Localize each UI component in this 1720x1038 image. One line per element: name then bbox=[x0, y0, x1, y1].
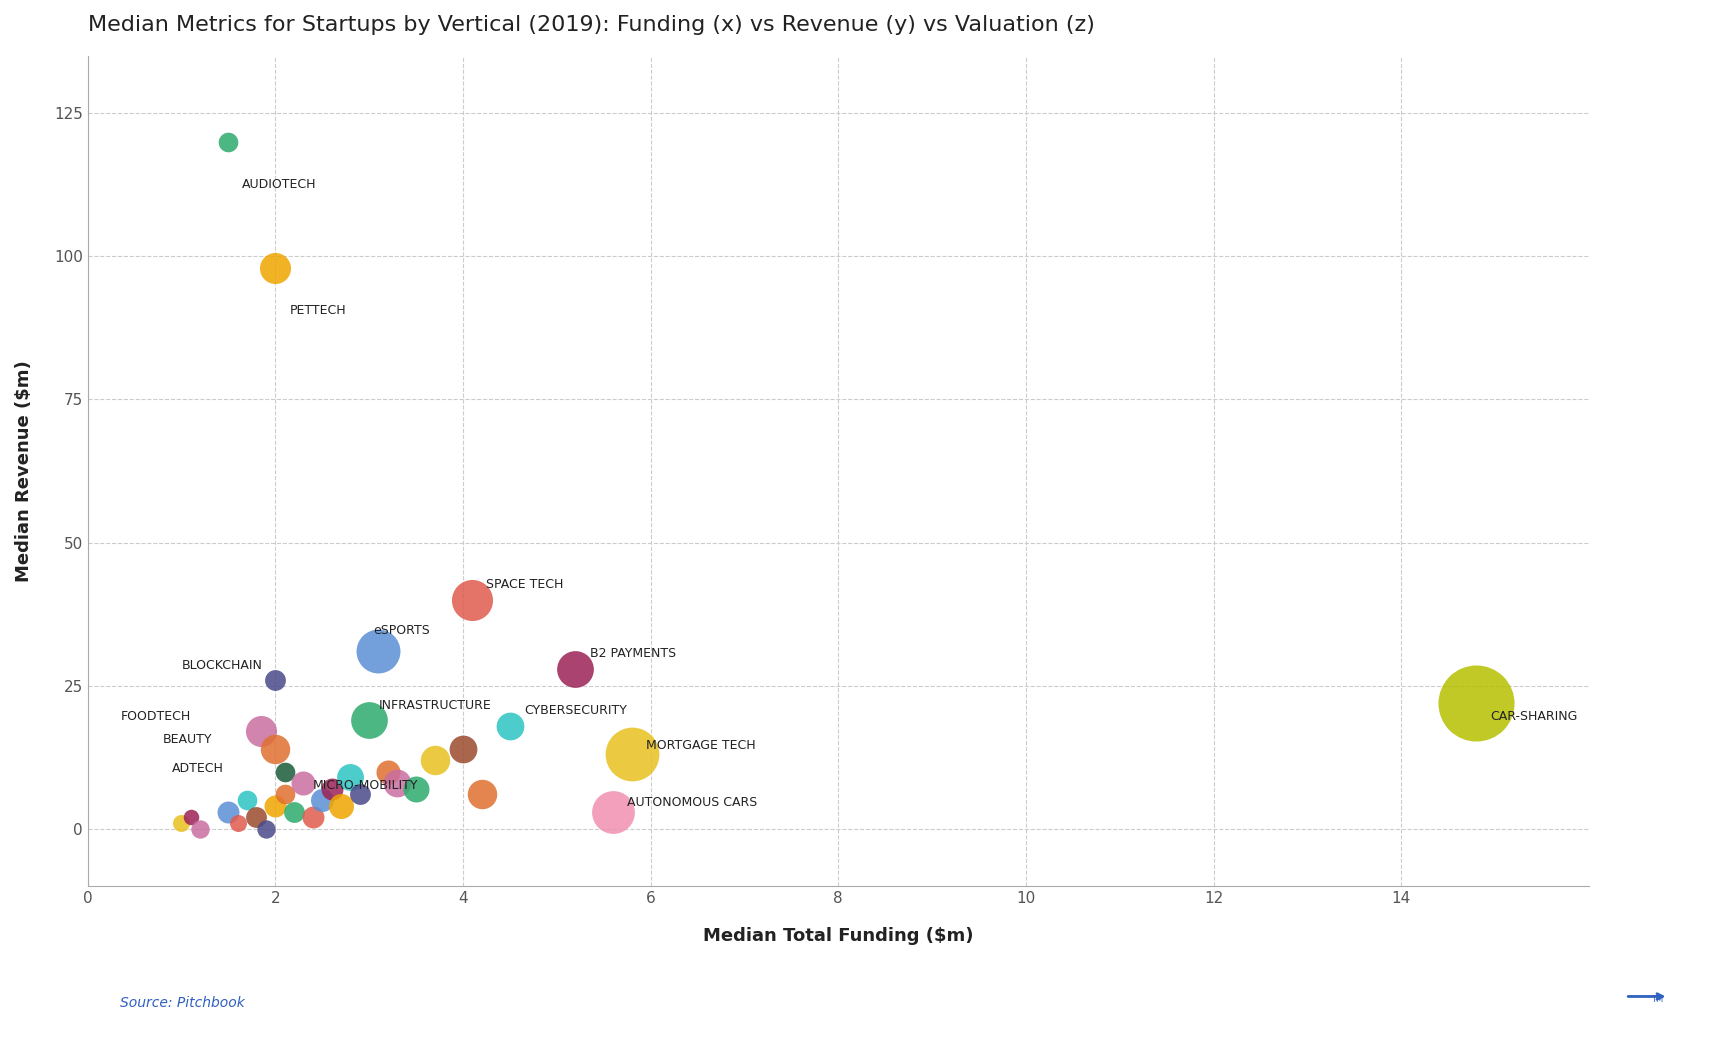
Text: Source: Pitchbook: Source: Pitchbook bbox=[120, 995, 246, 1010]
Point bbox=[270, 763, 298, 780]
Point bbox=[1462, 694, 1490, 711]
Point bbox=[365, 644, 392, 660]
Text: Median Metrics for Startups by Vertical (2019): Funding (x) vs Revenue (y) vs Va: Median Metrics for Startups by Vertical … bbox=[88, 15, 1094, 35]
Text: BLOCKCHAIN: BLOCKCHAIN bbox=[181, 658, 261, 672]
Point bbox=[261, 260, 289, 276]
Point bbox=[299, 809, 327, 825]
Point bbox=[337, 769, 365, 786]
Point bbox=[421, 752, 449, 768]
Text: SPACE TECH: SPACE TECH bbox=[487, 578, 564, 592]
Text: TM: TM bbox=[1651, 994, 1663, 1004]
Point bbox=[327, 797, 354, 814]
Point bbox=[224, 815, 251, 831]
X-axis label: Median Total Funding ($m): Median Total Funding ($m) bbox=[703, 927, 974, 945]
Text: FOODTECH: FOODTECH bbox=[120, 710, 191, 723]
Point bbox=[356, 712, 384, 729]
Text: INFRASTRUCTURE: INFRASTRUCTURE bbox=[378, 699, 492, 712]
Point bbox=[261, 672, 289, 688]
Text: AUDIOTECH: AUDIOTECH bbox=[243, 177, 316, 191]
Text: CAR-SHARING: CAR-SHARING bbox=[1490, 710, 1577, 723]
Point bbox=[468, 786, 495, 802]
Text: B2 PAYMENTS: B2 PAYMENTS bbox=[590, 647, 676, 660]
Point bbox=[346, 786, 373, 802]
Point bbox=[449, 740, 476, 757]
Text: PETTECH: PETTECH bbox=[289, 303, 346, 317]
Point bbox=[459, 592, 487, 608]
Point bbox=[253, 820, 280, 837]
Point bbox=[308, 792, 335, 809]
Y-axis label: Median Revenue ($m): Median Revenue ($m) bbox=[15, 360, 33, 582]
Text: eSPORTS: eSPORTS bbox=[373, 624, 430, 637]
Point bbox=[280, 803, 308, 820]
Point bbox=[243, 809, 270, 825]
Text: MICRO-MOBILITY: MICRO-MOBILITY bbox=[313, 778, 418, 792]
Text: BEAUTY: BEAUTY bbox=[163, 733, 212, 746]
Point bbox=[562, 660, 590, 677]
Point bbox=[234, 792, 261, 809]
Point bbox=[215, 134, 243, 151]
Point bbox=[617, 746, 645, 763]
Point bbox=[186, 820, 213, 837]
Point bbox=[167, 815, 194, 831]
Point bbox=[261, 797, 289, 814]
Point bbox=[318, 781, 346, 797]
Point bbox=[261, 740, 289, 757]
Point bbox=[373, 763, 401, 780]
Text: MORTGAGE TECH: MORTGAGE TECH bbox=[645, 739, 755, 752]
Point bbox=[177, 809, 205, 825]
Point bbox=[215, 803, 243, 820]
Point bbox=[402, 781, 430, 797]
Point bbox=[248, 723, 275, 740]
Point bbox=[270, 786, 298, 802]
Point bbox=[289, 774, 316, 791]
Point bbox=[599, 803, 626, 820]
Text: CYBERSECURITY: CYBERSECURITY bbox=[525, 705, 626, 717]
Point bbox=[384, 774, 411, 791]
Text: AUTONOMOUS CARS: AUTONOMOUS CARS bbox=[628, 796, 757, 809]
Text: ADTECH: ADTECH bbox=[172, 762, 224, 774]
Point bbox=[495, 717, 523, 734]
